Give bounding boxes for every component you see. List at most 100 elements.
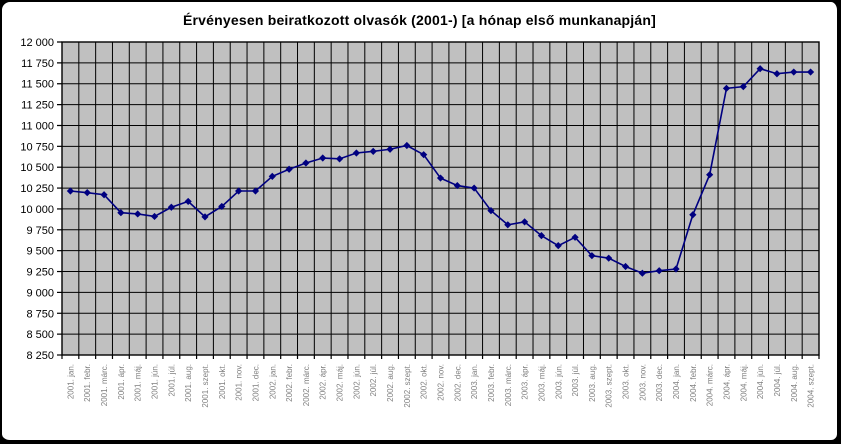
plot-border xyxy=(61,41,820,356)
y-axis-tick-label: 8 250 xyxy=(26,350,54,362)
y-axis-tick-label: 9 250 xyxy=(26,267,54,279)
x-axis-tick-label: 2002. aug. xyxy=(386,364,395,402)
data-point-marker xyxy=(302,159,310,167)
y-axis-tick-label: 11 250 xyxy=(21,100,54,112)
x-axis-tick-label: 2004. máj. xyxy=(739,364,748,401)
data-point-marker xyxy=(268,172,276,180)
x-axis-tick-label: 2003. máj. xyxy=(537,364,546,401)
x-axis-tick-label: 2004. febr. xyxy=(689,364,698,402)
y-axis-tick-label: 10 000 xyxy=(20,204,54,216)
x-axis-tick-label: 2001. febr. xyxy=(83,364,92,402)
x-axis-tick-label: 2001. máj. xyxy=(134,364,143,401)
data-point-marker xyxy=(352,149,360,157)
x-axis-tick-label: 2004. aug. xyxy=(790,364,799,402)
x-axis-tick-label: 2003. júl. xyxy=(571,364,580,396)
data-point-marker xyxy=(369,147,377,155)
data-point-marker xyxy=(739,83,747,91)
y-axis-tick-label: 9 000 xyxy=(26,287,54,299)
data-point-marker xyxy=(150,212,159,221)
data-point-marker xyxy=(470,184,478,192)
data-point-marker xyxy=(638,269,646,277)
data-point-marker xyxy=(319,154,327,162)
data-point-marker xyxy=(184,197,192,206)
data-point-marker xyxy=(773,70,781,78)
x-axis-tick-label: 2002. okt. xyxy=(420,364,429,399)
x-axis-tick-label: 2001. szept. xyxy=(201,364,210,408)
data-point-marker xyxy=(487,207,495,215)
data-point-marker xyxy=(655,267,663,275)
data-point-marker xyxy=(571,233,579,241)
data-point-marker xyxy=(403,141,411,150)
data-point-marker xyxy=(251,187,260,195)
x-axis-tick-label: 2001. okt. xyxy=(218,364,227,399)
x-axis-tick-label: 2001. ápr. xyxy=(117,364,126,400)
x-axis-tick-label: 2004. márc. xyxy=(706,364,715,406)
data-point-marker xyxy=(117,209,125,217)
y-axis-tick-label: 9 750 xyxy=(26,225,54,237)
y-axis-tick-label: 10 500 xyxy=(20,162,54,174)
x-axis-tick-label: 2003. aug. xyxy=(588,364,597,402)
x-axis-tick-label: 2004. ápr. xyxy=(722,364,731,400)
x-axis-tick-label: 2002. márc. xyxy=(302,364,311,406)
data-point-marker xyxy=(756,65,764,73)
x-axis-tick-label: 2002. nov. xyxy=(437,364,446,401)
data-point-marker xyxy=(167,203,175,211)
data-point-marker xyxy=(706,171,714,179)
x-axis-tick-label: 2003. ápr. xyxy=(521,364,530,400)
data-point-marker xyxy=(218,202,226,211)
y-axis-tick-label: 11 500 xyxy=(21,79,54,91)
data-point-marker xyxy=(335,155,344,163)
y-axis-tick-label: 9 500 xyxy=(26,246,54,258)
chart-title: Érvényesen beiratkozott olvasók (2001-) … xyxy=(183,12,656,28)
data-point-marker xyxy=(235,187,243,195)
data-point-marker xyxy=(790,68,798,76)
data-point-marker xyxy=(134,210,142,218)
data-point-marker xyxy=(66,187,75,195)
x-axis-tick-label: 2003. szept. xyxy=(605,364,614,408)
x-axis-tick-label: 2001. nov. xyxy=(235,364,244,401)
x-axis-tick-label: 2001. dec. xyxy=(251,364,260,401)
data-point-marker xyxy=(689,211,697,219)
x-axis-tick-label: 2001. aug. xyxy=(184,364,193,402)
x-axis-tick-label: 2003. nov. xyxy=(638,364,647,401)
x-axis-tick-label: 2001. jún. xyxy=(151,364,160,399)
x-axis-tick-label: 2003. okt. xyxy=(622,364,631,399)
data-point-marker xyxy=(672,265,680,273)
data-point-marker xyxy=(453,181,461,190)
data-point-marker xyxy=(100,191,108,199)
x-axis-tick-label: 2002. máj. xyxy=(336,364,345,401)
y-axis-tick-label: 11 750 xyxy=(21,58,54,70)
data-point-marker xyxy=(420,151,428,159)
x-axis-tick-label: 2002. jan. xyxy=(268,364,277,399)
data-point-marker xyxy=(554,242,562,250)
y-axis-tick-label: 8 750 xyxy=(26,308,54,320)
data-point-marker xyxy=(722,84,731,92)
x-axis-tick-label: 2002. ápr. xyxy=(319,364,328,400)
x-axis-tick-label: 2003. dec. xyxy=(655,364,664,401)
y-axis-tick-label: 8 500 xyxy=(26,329,54,341)
x-axis-tick-label: 2003. jún. xyxy=(554,364,563,399)
y-axis-tick-label: 12 000 xyxy=(20,37,54,49)
data-point-marker xyxy=(521,218,529,226)
x-axis-tick-label: 2004. júl. xyxy=(773,364,782,396)
data-point-marker xyxy=(285,165,293,173)
y-axis-tick-label: 10 750 xyxy=(20,141,54,153)
x-axis-tick-label: 2002. febr. xyxy=(285,364,294,402)
x-axis-tick-label: 2002. jún. xyxy=(352,364,361,399)
x-axis-tick-label: 2002. dec. xyxy=(453,364,462,401)
data-point-marker xyxy=(201,213,209,221)
x-axis-tick-label: 2002. júl. xyxy=(369,364,378,396)
data-point-marker xyxy=(436,174,445,182)
y-axis-tick-label: 11 000 xyxy=(21,120,54,132)
data-point-marker xyxy=(504,221,512,229)
x-axis-tick-label: 2004. jan. xyxy=(672,364,681,399)
data-point-marker xyxy=(83,189,91,197)
x-axis-tick-label: 2001. júl. xyxy=(167,364,176,396)
x-axis-tick-label: 2002. szept. xyxy=(403,364,412,408)
x-axis-tick-label: 2004. jún. xyxy=(756,364,765,399)
x-axis-tick-label: 2001. márc. xyxy=(100,364,109,406)
x-axis-tick-label: 2004. szept. xyxy=(807,364,816,408)
data-point-marker xyxy=(605,254,613,262)
